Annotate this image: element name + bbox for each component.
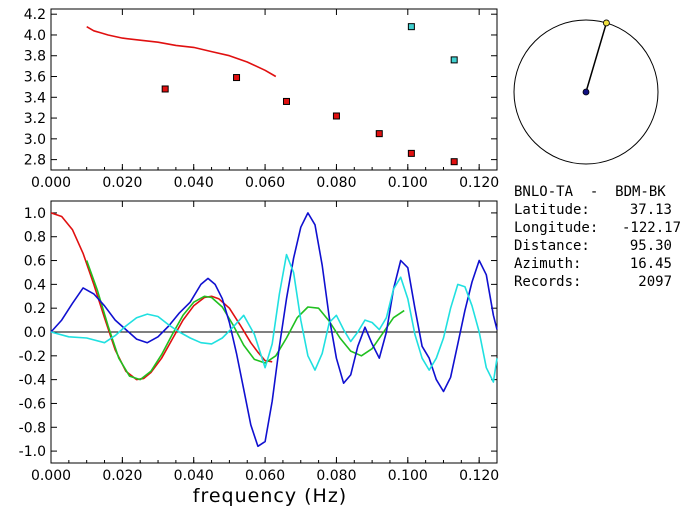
top-plot-frame	[50, 8, 498, 171]
info-label: Distance:	[514, 238, 590, 254]
data-point	[450, 56, 458, 64]
y-tick-label: 3.2	[24, 111, 46, 127]
y-tick-label: -0.8	[19, 420, 46, 436]
y-tick-label: 0.0	[24, 325, 46, 341]
series-line	[50, 253, 498, 383]
y-tick-label: 1.0	[24, 206, 46, 222]
info-label: Latitude:	[514, 202, 590, 218]
info-value: 95.30	[629, 238, 672, 254]
top-plot-ticks: 0.000 0.020 0.040 0.060 0.080 0.100 0.120 2.8 3.…	[24, 7, 499, 191]
bottom-plot: 0.000 0.020 0.040 0.060 0.080 0.100 0.120 1.0 0.…	[19, 200, 499, 507]
info-label: Azimuth:	[514, 256, 582, 272]
station-pair-title: BNLO-TA - BDM-BK	[514, 184, 666, 200]
x-tick-label: 0.040	[174, 175, 214, 191]
x-tick-label: 0.080	[316, 175, 356, 191]
y-tick-label: 3.4	[24, 90, 46, 106]
y-tick-label: 2.8	[24, 153, 46, 169]
y-tick-label: 0.8	[24, 230, 46, 246]
x-tick-label: 0.100	[388, 175, 428, 191]
info-row: Latitude: 37.13	[514, 201, 672, 219]
series-line	[50, 212, 273, 381]
series-line	[50, 212, 498, 448]
info-label: Longitude:	[514, 220, 599, 236]
y-tick-label: -1.0	[19, 444, 46, 460]
y-tick-label: 3.6	[24, 70, 46, 86]
x-tick-label: 0.000	[31, 468, 71, 484]
y-tick-label: -0.4	[19, 373, 46, 389]
data-point	[233, 74, 241, 82]
data-point	[407, 23, 415, 31]
y-tick-label: 3.8	[24, 49, 46, 65]
data-point	[450, 158, 458, 166]
y-tick-label: 0.4	[24, 277, 46, 293]
data-point	[161, 85, 169, 93]
x-tick-label: 0.020	[102, 468, 142, 484]
data-point	[282, 97, 290, 105]
info-value: 2097	[638, 274, 672, 290]
info-value: 16.45	[629, 256, 672, 272]
x-axis-label: frequency (Hz)	[193, 485, 347, 507]
y-tick-label: 4.0	[24, 28, 46, 44]
data-point	[332, 112, 340, 120]
station-target-marker	[602, 19, 610, 27]
x-tick-label: 0.120	[459, 175, 499, 191]
x-tick-label: 0.100	[388, 468, 428, 484]
station-origin-marker	[582, 88, 590, 96]
y-tick-label: 3.0	[24, 132, 46, 148]
x-tick-label: 0.020	[102, 175, 142, 191]
info-row: Records: 2097	[514, 273, 672, 291]
station-info-panel: BNLO-TA - BDM-BK Latitude: 37.13 Longitude…	[514, 183, 682, 291]
series-line	[85, 260, 405, 381]
x-tick-label: 0.060	[245, 175, 285, 191]
x-tick-label: 0.120	[459, 468, 499, 484]
x-tick-label: 0.060	[245, 468, 285, 484]
top-plot: 0.000 0.020 0.040 0.060 0.080 0.100 0.120 2.8 3.…	[24, 7, 499, 191]
x-tick-label: 0.040	[174, 468, 214, 484]
info-value: 37.13	[629, 202, 672, 218]
top-plot-marks	[86, 23, 458, 166]
data-point	[407, 149, 415, 157]
info-row: Longitude: -122.17	[514, 219, 682, 237]
info-value: -122.17	[622, 220, 682, 236]
info-row: Distance: 95.30	[514, 237, 672, 255]
y-tick-label: 0.2	[24, 301, 46, 317]
bottom-plot-marks	[50, 212, 498, 448]
data-point	[375, 130, 383, 138]
y-tick-label: 0.6	[24, 254, 46, 270]
info-label: Records:	[514, 274, 582, 290]
x-tick-label: 0.080	[316, 468, 356, 484]
azimuth-inset	[513, 19, 659, 165]
info-row: Azimuth: 16.45	[514, 255, 672, 273]
x-tick-label: 0.000	[31, 175, 71, 191]
azimuth-line	[585, 22, 608, 93]
series-line	[86, 26, 277, 78]
y-tick-label: 4.2	[24, 7, 46, 23]
y-tick-label: -0.2	[19, 349, 46, 365]
azimuth-circle	[513, 19, 659, 165]
bottom-plot-ticks: 0.000 0.020 0.040 0.060 0.080 0.100 0.120 1.0 0.…	[19, 201, 499, 484]
y-tick-label: -0.6	[19, 396, 46, 412]
